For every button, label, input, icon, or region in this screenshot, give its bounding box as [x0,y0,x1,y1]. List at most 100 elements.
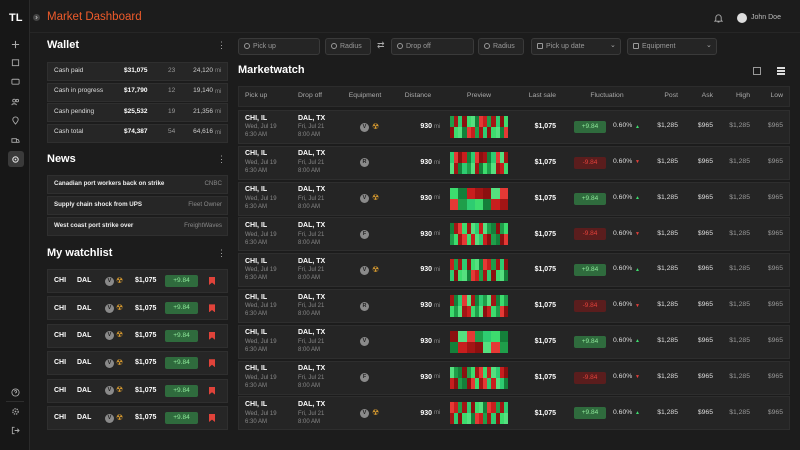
nav-help[interactable] [11,388,20,397]
filter-input[interactable] [391,38,474,55]
low: $965 [767,265,783,273]
preview-heatmap [450,116,509,138]
equipment-badge: V [360,408,369,418]
heatmap-cell [462,270,467,282]
news-item[interactable] [47,175,228,194]
filter-input[interactable] [531,38,621,55]
heatmap-cell [474,259,480,271]
nav-wallet[interactable] [11,77,20,86]
wallet-unit: mi [215,88,222,95]
heatmap-cell [450,187,455,199]
market-row[interactable] [238,110,790,144]
nav-location[interactable] [11,116,20,125]
wallet-amount: $74,387 [124,128,148,136]
low: $965 [767,229,783,237]
swap-button[interactable]: ⇄ [377,40,385,50]
market-row[interactable] [238,289,790,323]
market-row[interactable] [238,324,790,359]
heatmap-cell [462,366,467,378]
market-row[interactable] [238,181,790,216]
wallet-miles: 24,120 [193,66,213,74]
user-name[interactable]: John Doe [751,14,781,21]
avatar[interactable] [737,13,747,23]
news-headline: Supply chain shock from UPS [54,200,143,208]
heatmap-cell [450,198,455,210]
watchlist-row[interactable] [47,406,228,430]
heatmap-cell [470,402,476,414]
filter-input[interactable] [627,38,717,55]
ask: $965 [697,301,713,309]
filter-icon [537,43,543,49]
bookmark[interactable] [209,386,215,395]
market-row[interactable] [238,253,790,288]
bookmark[interactable] [209,359,215,368]
nav-logout[interactable] [11,426,20,435]
nav-users[interactable] [11,97,20,106]
pickup-time: 6:30 AM [245,168,268,174]
notifications[interactable] [714,13,723,23]
nav-add[interactable] [11,40,20,49]
watch-origin: CHI [54,277,67,285]
last-sale: $1,075 [534,194,556,202]
column-header: Distance [404,91,432,99]
heatmap-cell [483,330,488,342]
market-row[interactable] [238,360,790,395]
dropdown-caret: ⌄ [706,42,712,49]
nav-settings[interactable] [11,407,20,416]
trend-arrow: ▼ [635,374,640,381]
market-row[interactable] [238,396,790,431]
heatmap-cell [462,259,467,271]
filter-label: Drop off [406,42,431,50]
heatmap-cell [499,223,505,235]
bookmark[interactable] [209,304,215,313]
equipment-badge: V [360,337,369,347]
watch-price: $1,075 [135,359,157,367]
bookmark[interactable] [209,414,215,422]
heatmap-cell [470,127,476,138]
filter-input[interactable] [238,38,320,55]
heatmap-cell [454,116,459,127]
heatmap-cell [491,330,496,342]
filter-input[interactable] [478,38,524,55]
heatmap-cell [503,341,509,353]
heatmap-cell [462,295,467,306]
collapse-button[interactable] [33,14,40,21]
market-row[interactable] [238,217,790,252]
nav-truck[interactable] [11,136,20,145]
more-menu[interactable]: ⋮ [217,248,226,258]
heatmap-cell [454,402,459,414]
distance-unit: mi [434,302,441,309]
view-list[interactable] [777,67,785,75]
market-row[interactable] [238,145,790,180]
heatmap-cell [495,234,500,246]
heatmap-cell [462,341,467,353]
heatmap-cell [450,341,455,353]
high: $1,285 [729,158,750,166]
trend-arrow: ▲ [635,195,640,202]
more-menu[interactable]: ⋮ [217,40,226,50]
filter-input[interactable] [325,38,371,55]
heatmap-cell [458,259,463,271]
nav-box[interactable] [11,58,20,67]
bookmark[interactable] [209,331,215,340]
more-menu[interactable]: ⋮ [217,154,226,164]
heatmap-cell [466,295,471,306]
heatmap-cell [470,116,476,127]
equipment-badge: V [360,265,369,275]
heatmap-cell [454,127,459,138]
news-item[interactable] [47,195,228,215]
low: $965 [767,372,783,380]
filter-icon [633,43,639,49]
news-item[interactable] [47,216,228,236]
heatmap-cell [474,366,480,378]
filter-icon [484,43,490,49]
heatmap-cell [470,234,476,246]
heatmap-cell [470,259,476,271]
column-header: Fluctuation [590,91,624,99]
bookmark[interactable] [209,277,215,285]
nav-dashboard[interactable] [11,155,20,164]
heatmap-cell [466,223,471,235]
watch-price: $1,075 [135,414,157,422]
pickup-city: CHI, IL [245,257,268,265]
view-grid[interactable] [753,67,761,75]
